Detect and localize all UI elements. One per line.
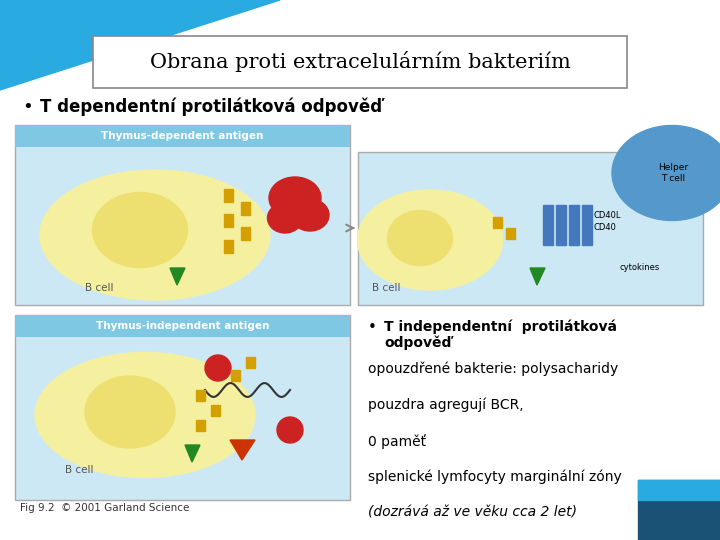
Text: Thymus-independent antigen: Thymus-independent antigen: [96, 321, 269, 331]
Bar: [15, 315, 350, 500]
Text: T independentní  protilátková: T independentní protilátková: [384, 320, 617, 334]
Bar: [556, 205, 566, 245]
Circle shape: [277, 417, 303, 443]
Bar: [224, 240, 233, 253]
Bar: [15, 125, 350, 305]
Text: T dependentní protilátková odpověď: T dependentní protilátková odpověď: [40, 98, 382, 116]
Ellipse shape: [269, 177, 321, 219]
Bar: [638, 480, 720, 500]
Ellipse shape: [387, 211, 452, 266]
FancyBboxPatch shape: [93, 36, 627, 88]
Text: (dozrává až ve věku cca 2 let): (dozrává až ve věku cca 2 let): [368, 506, 577, 520]
Text: •: •: [22, 98, 32, 116]
Text: B cell: B cell: [65, 465, 94, 475]
Text: Obrana proti extracelulárním bakteriím: Obrana proti extracelulárním bakteriím: [150, 51, 570, 72]
Text: B cell: B cell: [85, 283, 114, 293]
Text: CD40L: CD40L: [594, 211, 621, 219]
Text: cytokines: cytokines: [620, 264, 660, 273]
Circle shape: [205, 355, 231, 381]
Bar: [358, 152, 703, 305]
Polygon shape: [530, 268, 545, 285]
Ellipse shape: [85, 376, 175, 448]
Ellipse shape: [92, 192, 187, 267]
Bar: [569, 205, 579, 245]
Polygon shape: [0, 0, 280, 90]
Text: pouzdra agregují BCR,: pouzdra agregují BCR,: [368, 398, 523, 413]
Text: opouzdřené bakterie: polysacharidy: opouzdřené bakterie: polysacharidy: [368, 362, 618, 376]
Text: Fig 9.2  © 2001 Garland Science: Fig 9.2 © 2001 Garland Science: [20, 503, 189, 513]
Bar: [196, 390, 205, 401]
Bar: [241, 202, 250, 215]
Bar: [15, 125, 350, 147]
Text: B cell: B cell: [372, 283, 400, 293]
Bar: [506, 228, 515, 239]
Text: odpověď: odpověď: [384, 336, 451, 350]
Text: CD40: CD40: [594, 224, 617, 233]
Bar: [15, 315, 350, 337]
Polygon shape: [170, 268, 185, 285]
Text: splenické lymfocyty marginální zóny: splenické lymfocyty marginální zóny: [368, 470, 622, 484]
Ellipse shape: [35, 353, 255, 477]
Bar: [638, 480, 720, 540]
Bar: [231, 370, 240, 381]
Bar: [211, 405, 220, 416]
Bar: [493, 217, 502, 228]
Bar: [241, 227, 250, 240]
Text: Thymus-dependent antigen: Thymus-dependent antigen: [102, 131, 264, 141]
Ellipse shape: [612, 125, 720, 220]
Polygon shape: [185, 445, 200, 462]
Bar: [224, 214, 233, 227]
Bar: [246, 357, 255, 368]
Bar: [582, 205, 592, 245]
Text: Helper
T cell: Helper T cell: [658, 163, 688, 183]
Ellipse shape: [40, 170, 270, 300]
Polygon shape: [230, 440, 255, 460]
Bar: [196, 420, 205, 431]
Ellipse shape: [291, 199, 329, 231]
Ellipse shape: [358, 190, 503, 290]
Ellipse shape: [268, 203, 302, 233]
Bar: [224, 189, 233, 202]
Text: 0 paměť: 0 paměť: [368, 434, 426, 449]
Bar: [543, 205, 553, 245]
Text: •: •: [368, 320, 377, 335]
